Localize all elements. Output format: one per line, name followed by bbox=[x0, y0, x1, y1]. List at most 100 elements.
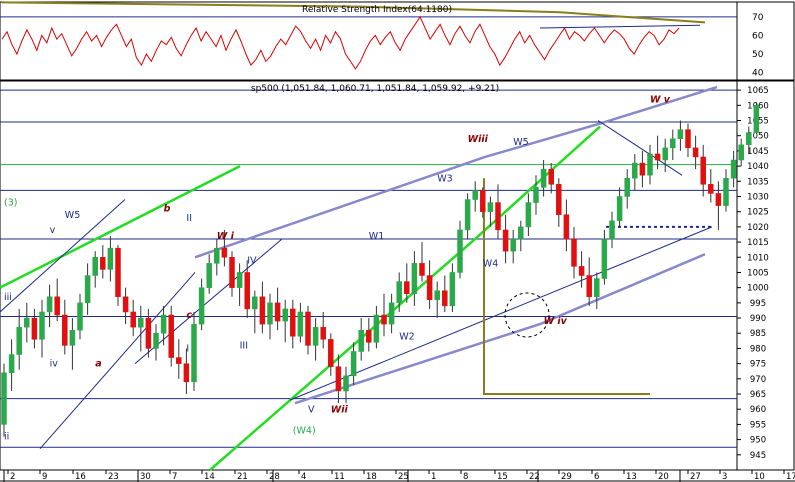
wave-label: W iv bbox=[544, 316, 568, 327]
candle bbox=[69, 318, 76, 370]
candle bbox=[259, 281, 266, 334]
candle-body bbox=[31, 317, 38, 340]
wave-label: Wiii bbox=[468, 134, 489, 145]
candle-body bbox=[647, 153, 653, 176]
candle-body bbox=[510, 238, 516, 252]
candle-body bbox=[738, 144, 744, 161]
candle-body bbox=[62, 314, 68, 346]
x-tick-label: 14 bbox=[204, 472, 215, 482]
candle bbox=[586, 257, 592, 306]
candle-body bbox=[320, 326, 326, 340]
rsi-panel: 70 60 50 40 bbox=[0, 1, 795, 81]
x-tick-label: 21 bbox=[237, 472, 248, 482]
candle bbox=[578, 251, 585, 288]
candle-body bbox=[396, 281, 402, 304]
blue-channel-b bbox=[39, 272, 196, 450]
x-tick-label: 2 bbox=[10, 472, 15, 482]
candle-body bbox=[442, 290, 448, 307]
y-tick-label: 1020 bbox=[747, 223, 769, 233]
candle-body bbox=[145, 317, 152, 349]
candle-body bbox=[366, 329, 372, 343]
wave-label: iii bbox=[4, 292, 12, 303]
candle bbox=[320, 311, 326, 349]
candle-body bbox=[670, 138, 676, 149]
candle-body bbox=[335, 366, 342, 392]
y-tick-label: 995 bbox=[750, 299, 766, 309]
candle bbox=[267, 293, 273, 340]
candle-body bbox=[404, 281, 410, 294]
candle-body bbox=[654, 153, 661, 161]
blue-lower-trend bbox=[289, 226, 713, 401]
candle-body bbox=[632, 162, 638, 179]
candle-body bbox=[160, 314, 167, 334]
candle-body bbox=[548, 168, 554, 185]
candle bbox=[168, 305, 174, 367]
candle-body bbox=[487, 202, 494, 212]
candle bbox=[685, 123, 691, 157]
candle bbox=[160, 305, 167, 346]
rsi-tick-label: 70 bbox=[752, 13, 764, 23]
candle-body bbox=[24, 317, 30, 328]
candle bbox=[252, 290, 258, 334]
rsi-average-line bbox=[1, 1, 706, 24]
y-tick-label: 980 bbox=[750, 344, 766, 354]
candle-body bbox=[252, 296, 258, 310]
candle bbox=[404, 263, 410, 303]
wave-label: W i bbox=[217, 231, 235, 242]
candle bbox=[632, 153, 638, 191]
x-tick-label: 8 bbox=[463, 472, 468, 482]
candle-body bbox=[206, 263, 212, 288]
candle-body bbox=[685, 129, 691, 149]
candle bbox=[548, 163, 554, 194]
blue-descending-trend bbox=[597, 120, 683, 176]
x-tick-label: 15 bbox=[497, 472, 508, 482]
wave-label: b bbox=[164, 204, 171, 215]
candle-body bbox=[130, 311, 136, 328]
wave-label: IV bbox=[247, 255, 257, 266]
wave-label: (3) bbox=[4, 198, 17, 209]
blue-channel-a bbox=[0, 199, 126, 313]
x-tick-label: 11 bbox=[334, 472, 345, 482]
candle-body bbox=[449, 272, 456, 307]
candle-body bbox=[715, 193, 722, 206]
candle-body bbox=[84, 275, 91, 304]
wave-label: W3 bbox=[437, 173, 452, 184]
candle-body bbox=[381, 314, 387, 325]
candle bbox=[510, 229, 516, 264]
candle-body bbox=[343, 375, 349, 392]
rsi-title: Relative Strength Index(64.1180) bbox=[302, 5, 452, 15]
candle-body bbox=[100, 257, 106, 270]
candle-body bbox=[168, 314, 174, 358]
candle bbox=[77, 293, 83, 340]
wave-label: ii bbox=[4, 432, 9, 443]
candle bbox=[692, 135, 699, 170]
price-frame bbox=[0, 80, 738, 471]
candle bbox=[198, 278, 205, 331]
candle bbox=[464, 193, 471, 240]
candle-body bbox=[388, 302, 395, 325]
candle-body bbox=[753, 105, 760, 133]
candle bbox=[358, 318, 364, 361]
candle bbox=[434, 281, 440, 319]
candle bbox=[24, 302, 30, 343]
y-tick-label: 985 bbox=[750, 329, 766, 339]
candle bbox=[563, 199, 570, 252]
candle bbox=[122, 287, 129, 325]
candle-body bbox=[16, 326, 22, 355]
candle-body bbox=[563, 214, 570, 240]
candle bbox=[487, 196, 494, 227]
candle bbox=[343, 366, 349, 404]
candle-body bbox=[594, 278, 600, 298]
candle-body bbox=[69, 329, 76, 346]
candle bbox=[312, 318, 319, 361]
y-tick-label: 1015 bbox=[747, 238, 769, 248]
wave-label: W2 bbox=[399, 331, 414, 342]
candle bbox=[244, 260, 250, 319]
candle bbox=[388, 293, 395, 334]
blue-channel-c bbox=[134, 238, 283, 365]
x-tick-label: 25 bbox=[398, 472, 409, 482]
price-panel: 1065106010551050104510401035103010251020… bbox=[0, 80, 795, 482]
candle bbox=[39, 299, 45, 358]
candle bbox=[92, 251, 98, 288]
